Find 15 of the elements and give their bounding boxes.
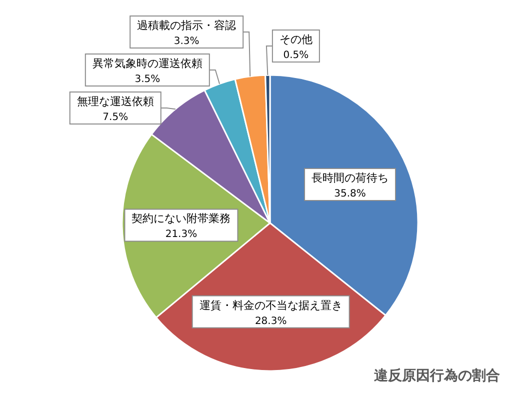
slice-label: 異常気象時の運送依頼: [92, 57, 202, 70]
data-label: 0.5%: [283, 50, 309, 62]
text: 違反原因行為の割合: [373, 367, 500, 384]
data-label: 28.3%: [254, 316, 287, 327]
slice-label: その他: [279, 33, 312, 46]
data-label: 3.3%: [174, 36, 200, 47]
data-label: 21.3%: [165, 229, 198, 240]
data-label: 3.5%: [134, 74, 160, 85]
slice-label: 契約にない附帯業務: [132, 212, 231, 226]
slice-label: 長時間の荷待ち: [312, 172, 389, 185]
slice-label: 過積載の指示・容認: [137, 19, 236, 32]
data-label: 7.5%: [102, 112, 128, 123]
data-label: 35.8%: [334, 188, 366, 200]
slice-label: 運賃・料金の不当な据え置き: [199, 298, 342, 312]
slice-label: 無理な運送依頼: [76, 95, 154, 108]
